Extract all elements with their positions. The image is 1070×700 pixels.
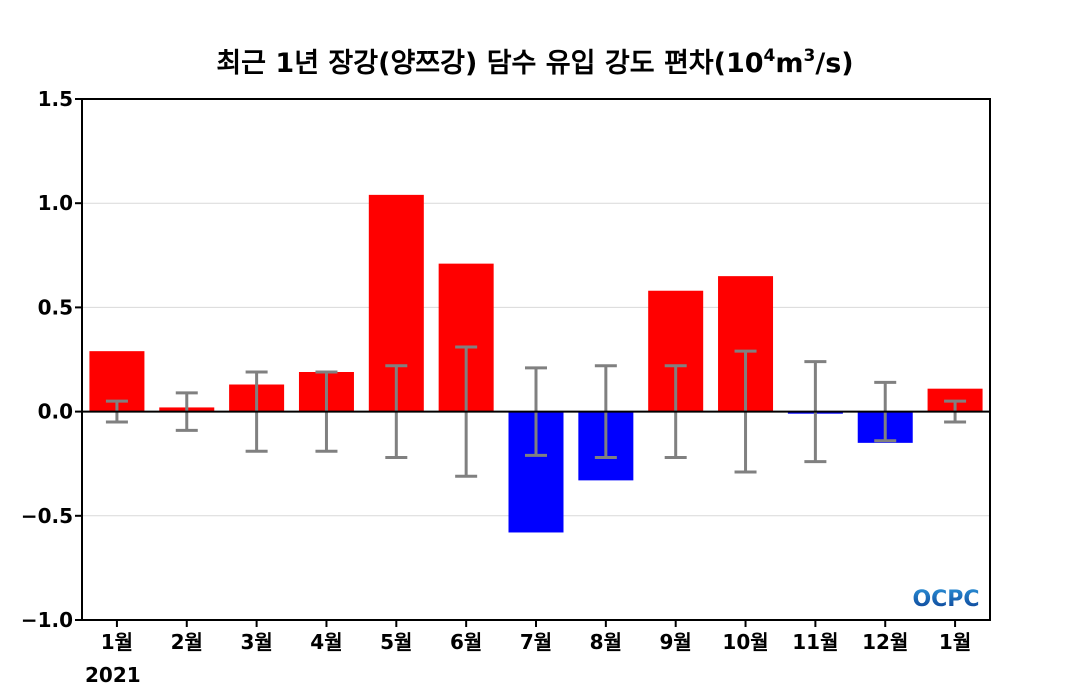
x-tick-label: 1월 bbox=[939, 630, 971, 654]
y-tick-label: 1.0 bbox=[38, 191, 73, 215]
x-tick-label: 4월 bbox=[310, 630, 342, 654]
x-tick-label: 11월 bbox=[792, 630, 838, 654]
x-tick-label: 12월 bbox=[862, 630, 908, 654]
y-tick-label: −1.0 bbox=[21, 608, 73, 632]
ocpc-logo: OCPC bbox=[912, 587, 979, 612]
bars bbox=[89, 194, 983, 533]
x-tick-label: 8월 bbox=[590, 630, 622, 654]
x-tick-label: 3월 bbox=[240, 630, 272, 654]
x-tick-label: 9월 bbox=[660, 630, 692, 654]
y-axis: 1.5 1.0 0.5 0.0 −0.5 −1.0 bbox=[21, 87, 82, 632]
plot-frame bbox=[81, 98, 991, 621]
x-tick-label: 6월 bbox=[450, 630, 482, 654]
chart-title: 최근 1년 장강(양쯔강) 담수 유입 강도 편차(104m3/s) bbox=[216, 46, 853, 79]
x-tick-label: 5월 bbox=[380, 630, 412, 654]
x-axis: 1월 2월 3월 4월 5월 6월 7월 8월 9월 10월 11월 12월 1월 bbox=[101, 620, 971, 654]
y-tick-label: −0.5 bbox=[21, 504, 73, 528]
x-tick-label: 10월 bbox=[722, 630, 768, 654]
year-label: 2021 bbox=[85, 663, 141, 687]
logo-text: OCPC bbox=[912, 587, 979, 612]
x-tick-label: 2월 bbox=[171, 630, 203, 654]
x-tick-label: 1월 bbox=[101, 630, 133, 654]
y-tick-label: 0.5 bbox=[38, 295, 73, 319]
y-tick-label: 0.0 bbox=[38, 400, 73, 424]
y-tick-label: 1.5 bbox=[38, 87, 73, 111]
gridlines bbox=[82, 98, 990, 621]
x-tick-label: 7월 bbox=[520, 630, 552, 654]
